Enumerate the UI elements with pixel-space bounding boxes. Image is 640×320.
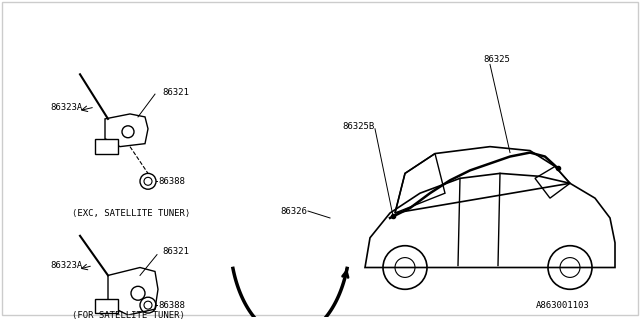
Text: 86325B: 86325B [342,122,374,131]
Text: 86325: 86325 [483,55,510,64]
Text: 86321: 86321 [162,247,189,256]
Text: 86321: 86321 [162,88,189,97]
Text: 86323A: 86323A [50,102,83,111]
Text: ⟨FOR SATELLITE TUNER⟩: ⟨FOR SATELLITE TUNER⟩ [72,310,185,320]
Text: 86326: 86326 [280,206,307,216]
Text: 86388: 86388 [158,177,185,186]
Text: A863001103: A863001103 [536,301,590,310]
Polygon shape [95,299,118,313]
Polygon shape [108,268,158,315]
Polygon shape [95,139,118,154]
Text: 86388: 86388 [158,301,185,310]
Text: ⟨EXC, SATELLITE TUNER⟩: ⟨EXC, SATELLITE TUNER⟩ [72,209,190,218]
Polygon shape [105,114,148,147]
Text: 86323A: 86323A [50,261,83,270]
